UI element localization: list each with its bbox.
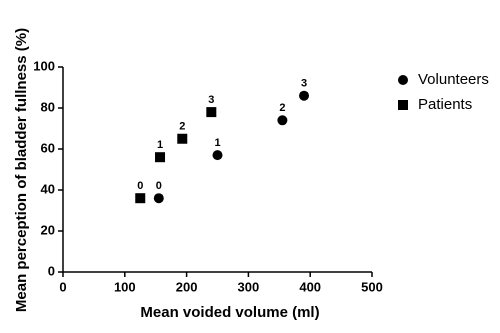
- point-label: 0: [156, 180, 162, 192]
- y-tick-label: 100: [33, 58, 55, 73]
- legend-marker: [398, 75, 408, 85]
- y-tick-label: 20: [41, 222, 55, 237]
- point: [299, 90, 310, 101]
- point-label: 0: [137, 180, 143, 192]
- x-tick-label: 100: [114, 279, 136, 294]
- x-tick-label: 500: [361, 279, 383, 294]
- x-tick-label: 400: [299, 279, 321, 294]
- point-label: 1: [157, 139, 163, 151]
- y-tick-label: 0: [48, 263, 55, 278]
- point-label: 3: [208, 94, 214, 106]
- x-axis-label: Mean voided volume (ml): [140, 304, 319, 321]
- point: [277, 115, 288, 126]
- y-tick-label: 60: [41, 140, 55, 155]
- y-axis-label: Mean perception of bladder fullness (%): [13, 28, 30, 312]
- point-label: 1: [214, 137, 220, 149]
- point: [153, 193, 164, 204]
- legend-marker: [398, 100, 408, 110]
- x-tick-label: 0: [59, 279, 66, 294]
- legend-label: Patients: [418, 96, 472, 113]
- point: [177, 133, 188, 144]
- point-label: 2: [279, 102, 285, 114]
- point-label: 3: [301, 78, 307, 90]
- point: [135, 193, 146, 204]
- point: [155, 152, 166, 163]
- y-tick-label: 40: [41, 181, 55, 196]
- legend-label: Volunteers: [418, 71, 489, 88]
- x-tick-label: 300: [238, 279, 260, 294]
- point: [212, 150, 223, 161]
- x-tick-label: 200: [176, 279, 198, 294]
- point: [206, 107, 217, 118]
- y-tick-label: 80: [41, 99, 55, 114]
- point-label: 2: [179, 121, 185, 133]
